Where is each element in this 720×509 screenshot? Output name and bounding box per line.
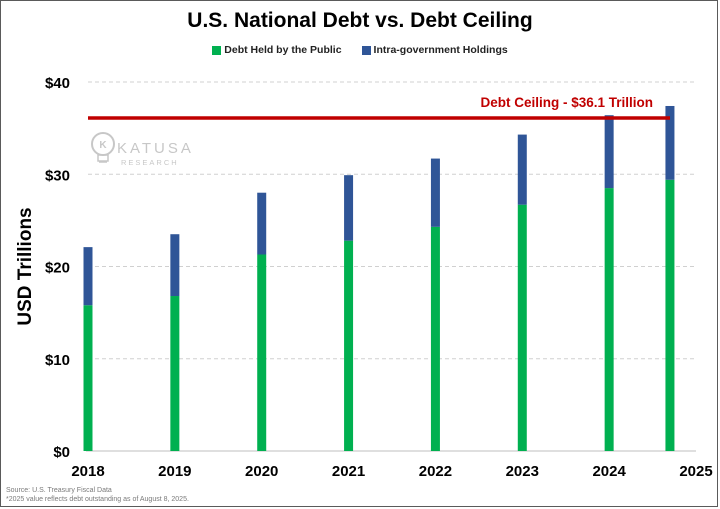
bar-intragov [604,115,614,189]
chart-title: U.S. National Debt vs. Debt Ceiling [187,9,533,32]
x-axis: 2018 2019 2020 2021 2022 2023 2024 2025 [71,450,713,480]
lightbulb-icon: K [91,132,115,163]
x-tick-label: 2022 [419,463,452,480]
y-axis-label: USD Trillions [15,207,36,325]
x-tick-label: 2024 [592,463,626,480]
x-tick-label: 2025 [679,463,712,480]
bar-public [430,226,440,451]
bar-intragov [170,234,180,297]
bar-public [517,204,527,451]
debt-ceiling-label: Debt Ceiling - $36.1 Trillion [480,95,653,110]
bar-intragov [517,134,527,205]
debt-ceiling: Debt Ceiling - $36.1 Trillion [88,95,670,120]
bar-stacks [83,105,675,451]
footnote-source: Source: U.S. Treasury Fiscal Data [6,487,112,494]
legend-swatch-intragov [361,45,371,55]
legend-item-intragov: Intra-government Holdings [361,44,508,56]
bar-intragov [257,192,267,255]
katusa-watermark: K KATUSA RESEARCH [91,132,194,167]
bar-public [344,240,354,451]
bar-intragov [430,158,440,227]
bar-public [604,188,614,451]
legend: Debt Held by the Public Intra-government… [0,44,720,56]
y-tick-label: $30 [45,167,70,184]
x-tick-label: 2020 [245,463,278,480]
watermark-name: KATUSA [117,140,194,157]
bar-intragov [344,175,354,241]
x-tick-label: 2018 [71,463,104,480]
watermark-sub: RESEARCH [121,158,179,167]
y-tick-label: $0 [53,444,70,461]
x-tick-label: 2019 [158,463,191,480]
bar-public [170,296,180,451]
bar-public [257,254,267,451]
footnote-2025: *2025 value reflects debt outstanding as… [6,496,189,503]
legend-label-intragov: Intra-government Holdings [373,44,508,56]
bar-public [665,179,675,451]
svg-text:K: K [99,140,107,151]
legend-label-public: Debt Held by the Public [224,44,342,56]
legend-item-public: Debt Held by the Public [212,44,342,56]
y-tick-label: $20 [45,260,70,277]
bar-public [83,305,93,451]
gridlines [88,81,696,360]
bar-intragov [83,247,93,306]
y-axis: $0 $10 $20 $30 $40 [45,75,70,461]
y-tick-label: $40 [45,75,70,92]
y-tick-label: $10 [45,352,70,369]
x-tick-label: 2023 [506,463,539,480]
legend-swatch-public [212,45,222,55]
bar-intragov [665,105,675,180]
x-tick-label: 2021 [332,463,365,480]
